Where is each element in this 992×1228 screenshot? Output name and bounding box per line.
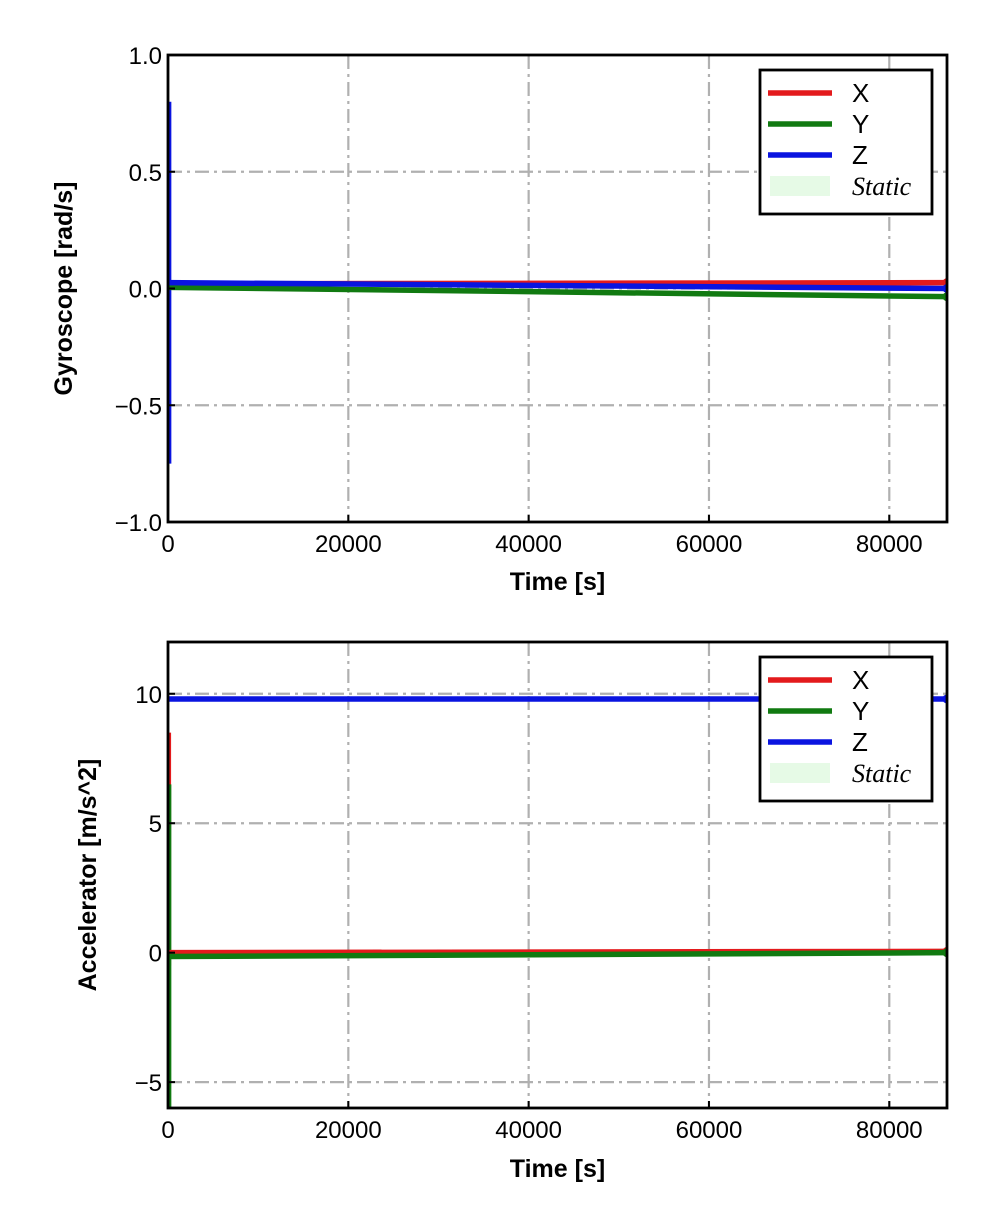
y-axis-title: Gyroscope [rad/s]	[50, 182, 78, 396]
x-tick-label: 0	[161, 531, 174, 558]
legend-label-z: Z	[852, 140, 868, 170]
legend-label-z: Z	[852, 727, 868, 757]
x-tick-label: 0	[161, 1117, 174, 1144]
x-axis-title: Time [s]	[510, 568, 605, 596]
legend-label-static: Static	[852, 172, 912, 201]
y-tick-label: 5	[149, 811, 162, 838]
y-tick-label: 0.5	[129, 160, 162, 187]
x-axis-title: Time [s]	[510, 1155, 605, 1183]
legend-label-x: X	[852, 78, 869, 108]
series-z-line	[168, 279, 947, 292]
x-tick-label: 60000	[676, 531, 743, 558]
y-tick-label: 10	[135, 682, 162, 709]
x-tick-label: 80000	[856, 1117, 923, 1144]
legend-label-x: X	[852, 665, 869, 695]
legend-label-y: Y	[852, 696, 869, 726]
axes-frame	[166, 640, 949, 1110]
series-y-line	[168, 949, 947, 960]
legend-label-static: Static	[852, 759, 912, 788]
legend-swatch-static	[770, 176, 830, 196]
x-tick-label: 40000	[495, 531, 562, 558]
y-tick-label: 0.0	[129, 277, 162, 304]
y-axis-title: Accelerator [m/s^2]	[74, 759, 102, 992]
chart-panel-1: 0 20000 40000 60000 80000 1.0 0.5 0.0 −0.5 −1.0 Ti…	[50, 43, 949, 596]
x-tick-label: 20000	[315, 1117, 382, 1144]
x-tick-label: 80000	[856, 531, 923, 558]
y-tick-label: −5	[135, 1070, 162, 1097]
x-tick-label: 20000	[315, 531, 382, 558]
legend-swatch-static	[770, 763, 830, 783]
y-tick-label: −0.5	[115, 393, 162, 420]
chart-panel-2: 0 20000 40000 60000 80000 10 5 0 −5 Time [s] Accel…	[74, 640, 949, 1183]
series-y-line	[168, 284, 947, 300]
y-tick-label: −1.0	[115, 510, 162, 537]
x-tick-label: 60000	[676, 1117, 743, 1144]
x-tick-label: 40000	[495, 1117, 562, 1144]
y-tick-label: 0	[149, 941, 162, 968]
legend-label-y: Y	[852, 109, 869, 139]
y-tick-label: 1.0	[129, 43, 162, 70]
